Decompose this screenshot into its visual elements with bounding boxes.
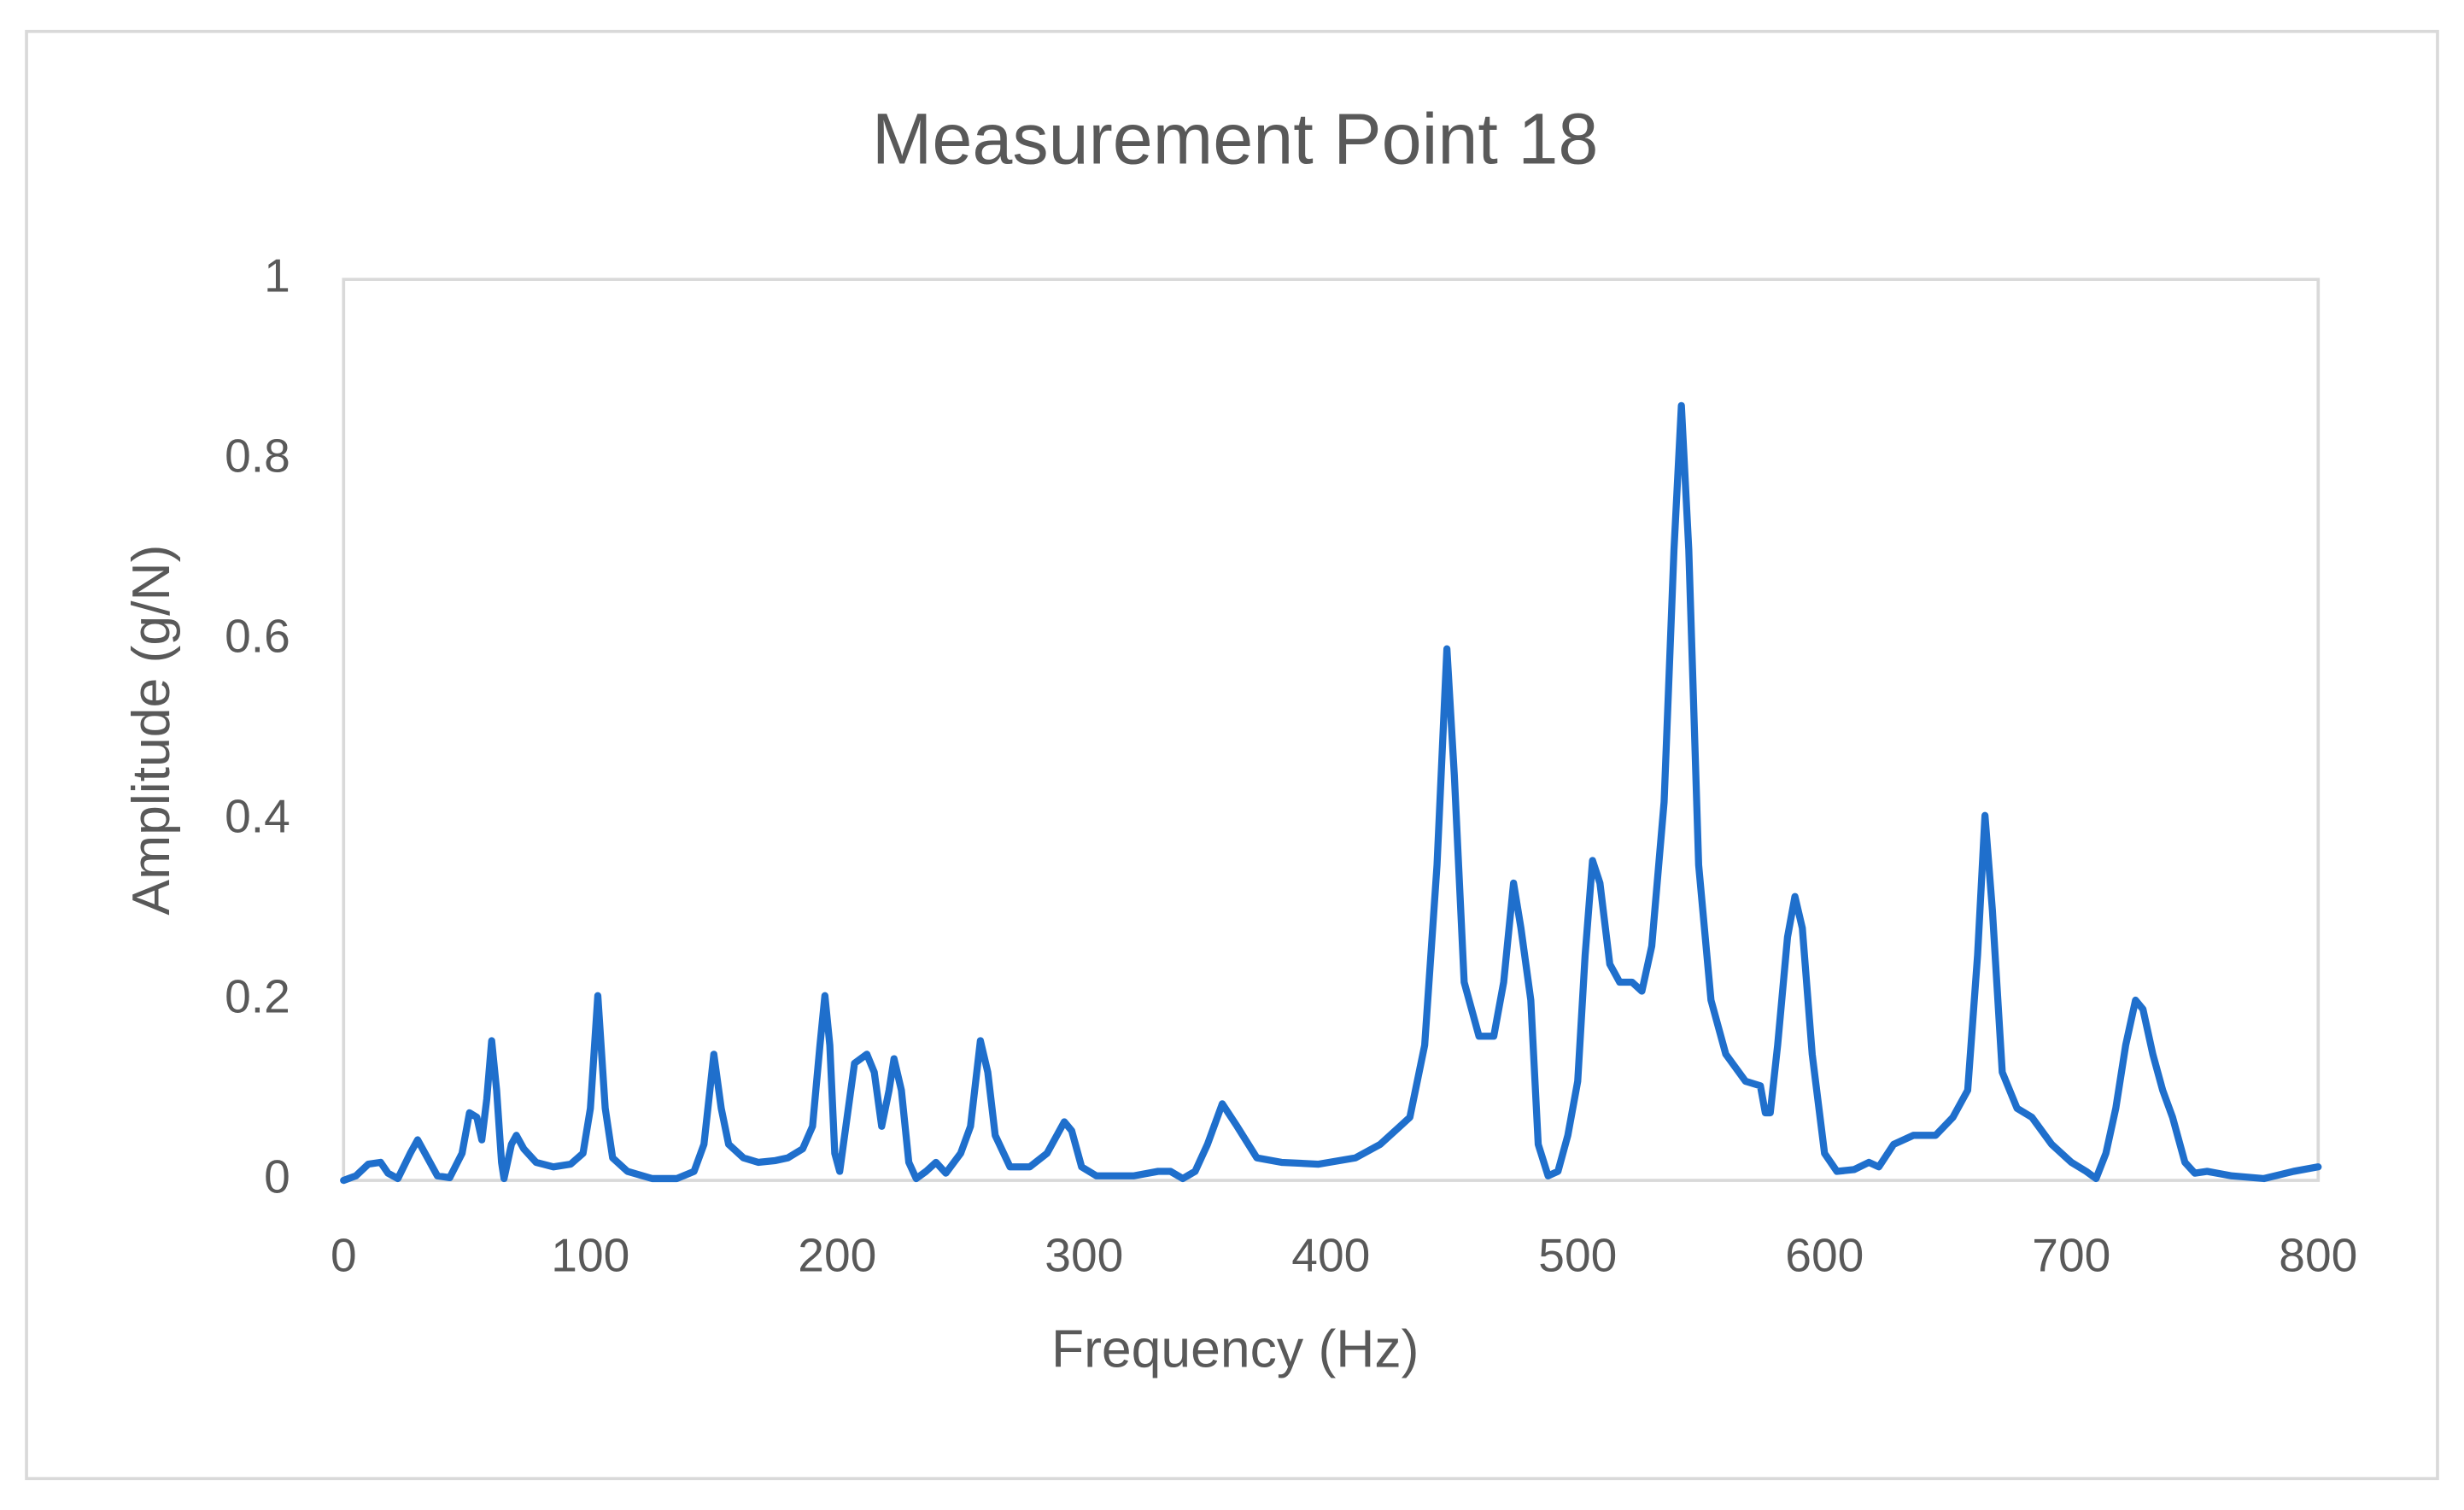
chart-title: Measurement Point 18 [872, 97, 1598, 179]
y-tick-label: 0.2 [225, 970, 290, 1023]
x-tick-label: 100 [551, 1229, 629, 1282]
chart-frame [25, 29, 2439, 1481]
y-tick-label: 0.6 [225, 610, 290, 663]
y-axis-label: Amplitude (g/N) [121, 545, 181, 916]
data-line [340, 401, 2322, 1185]
y-tick-label: 0.8 [225, 430, 290, 483]
plot-area [342, 278, 2321, 1182]
y-tick-label: 0 [264, 1150, 290, 1203]
x-tick-label: 600 [1785, 1229, 1864, 1282]
x-tick-label: 200 [798, 1229, 876, 1282]
x-tick-label: 800 [2279, 1229, 2357, 1282]
y-tick-label: 0.4 [225, 790, 290, 843]
y-tick-label: 1 [264, 249, 290, 302]
x-tick-label: 700 [2032, 1229, 2110, 1282]
x-tick-label: 0 [331, 1229, 357, 1282]
x-axis-label: Frequency (Hz) [1051, 1320, 1419, 1379]
x-tick-label: 400 [1291, 1229, 1370, 1282]
x-tick-label: 500 [1538, 1229, 1617, 1282]
x-tick-label: 300 [1045, 1229, 1123, 1282]
